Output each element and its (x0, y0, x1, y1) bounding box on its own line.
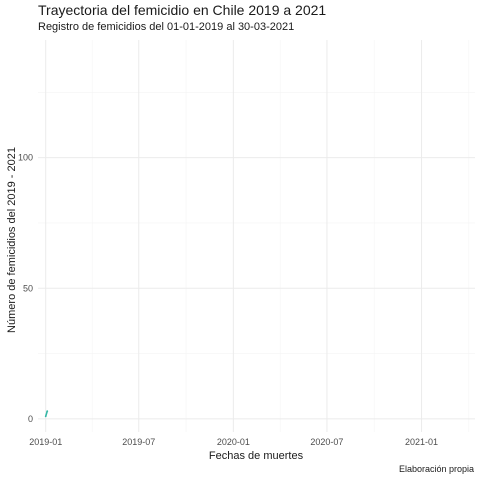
data-point (46, 410, 49, 412)
series-layer (44, 410, 49, 418)
y-tick-label: 0 (28, 414, 33, 424)
minor-gridlines (38, 40, 475, 432)
x-tick-labels: 2019-01 2019-07 2020-01 2020-07 2021-01 (29, 437, 438, 447)
chart-title: Trayectoria del femicidio en Chile 2019 … (38, 2, 327, 18)
major-gridlines (38, 40, 475, 432)
y-tick-labels: 0 50 100 (18, 153, 33, 424)
chart-caption: Elaboración propia (398, 464, 474, 474)
x-tick-label: 2019-07 (122, 437, 155, 447)
y-axis-title: Número de femicidios del 2019 - 2021 (6, 147, 18, 333)
x-tick-label: 2020-07 (310, 437, 343, 447)
x-axis-title: Fechas de muertes (209, 450, 304, 462)
y-tick-label: 100 (18, 153, 33, 163)
x-tick-label: 2019-01 (29, 437, 62, 447)
x-tick-label: 2021-01 (405, 437, 438, 447)
x-tick-label: 2020-01 (217, 437, 250, 447)
series-line (44, 410, 49, 417)
y-tick-label: 50 (23, 283, 33, 293)
chart-subtitle: Registro de femicidios del 01-01-2019 al… (38, 21, 295, 33)
data-point (44, 415, 47, 418)
